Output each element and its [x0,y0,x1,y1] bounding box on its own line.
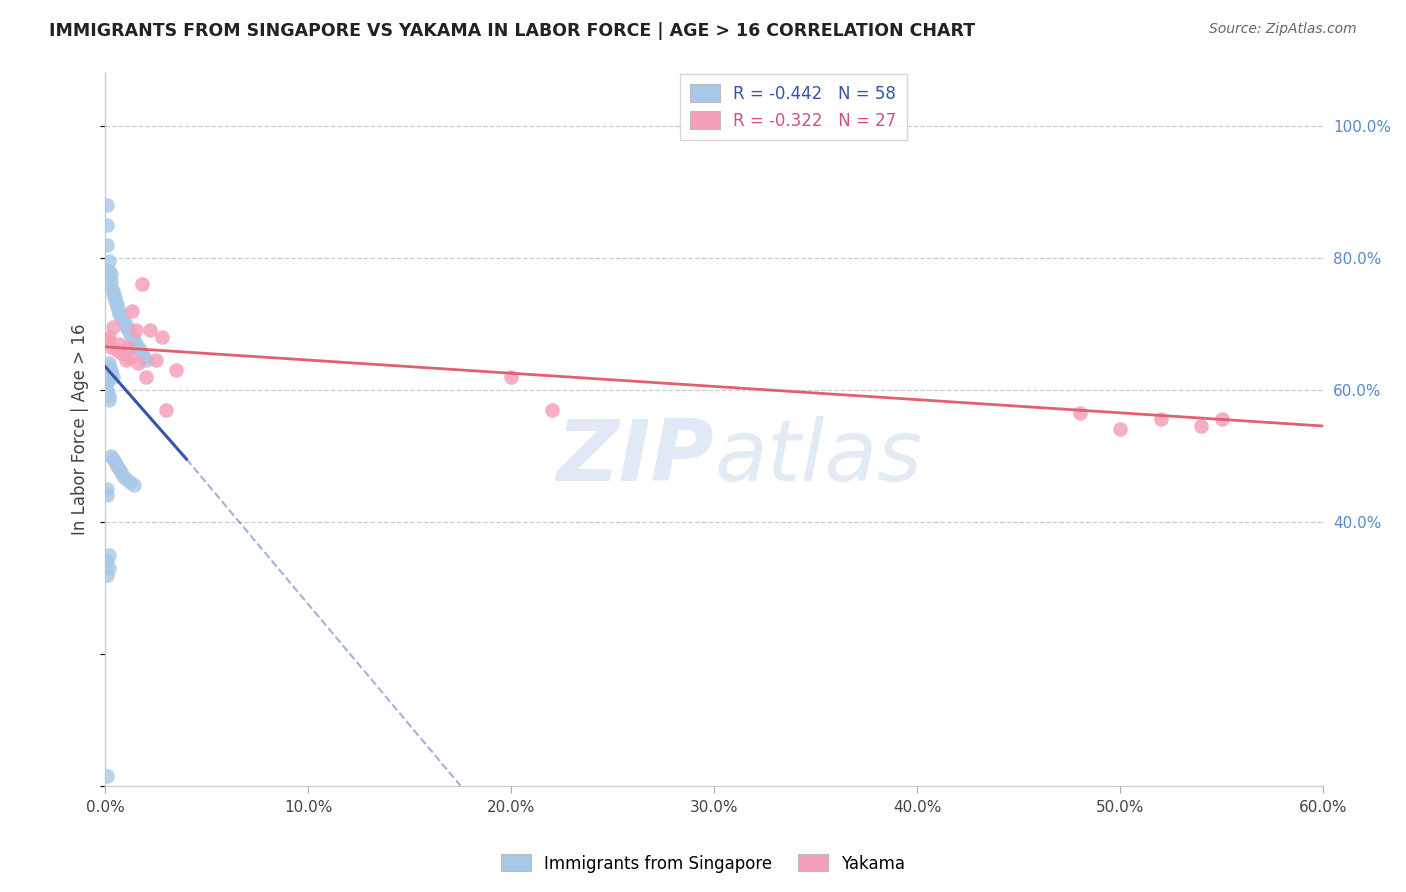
Point [96,333,118,347]
Point [96,567,118,582]
Point [98,264,121,278]
Point [132,350,155,364]
Point [127,340,149,354]
Point [104,455,127,469]
Point [103,287,125,301]
Point [100,363,122,377]
Point [127,356,149,370]
Text: IMMIGRANTS FROM SINGAPORE VS YAKAMA IN LABOR FORCE | AGE > 16 CORRELATION CHART: IMMIGRANTS FROM SINGAPORE VS YAKAMA IN L… [49,22,976,40]
Point [139,323,162,337]
Point [114,353,136,368]
Point [96,482,118,496]
Point [114,472,136,486]
Point [100,340,122,354]
Point [98,389,121,403]
Point [98,561,121,575]
Point [108,307,131,321]
Point [112,313,135,327]
Point [104,293,127,308]
Point [98,254,121,268]
Text: Source: ZipAtlas.com: Source: ZipAtlas.com [1209,22,1357,37]
Point [114,317,136,331]
Point [145,353,167,368]
Point [165,363,187,377]
Point [131,277,153,292]
Point [122,478,145,492]
Point [105,458,128,473]
Point [108,303,131,318]
Point [1109,422,1132,436]
Point [98,548,121,562]
Point [124,336,146,351]
Point [501,369,523,384]
Point [128,343,150,358]
Point [540,402,562,417]
Point [96,218,118,232]
Point [96,373,118,387]
Point [100,366,122,380]
Point [103,452,125,467]
Point [118,475,141,489]
Point [104,290,127,304]
Point [100,449,122,463]
Point [96,376,118,391]
Point [105,300,128,314]
Point [112,468,135,483]
Point [114,320,136,334]
Point [124,323,146,337]
Point [131,346,153,360]
Point [117,323,139,337]
Legend: R = -0.442   N = 58, R = -0.322   N = 27: R = -0.442 N = 58, R = -0.322 N = 27 [681,74,907,140]
Point [98,356,121,370]
Point [117,340,139,354]
Text: atlas: atlas [714,417,922,500]
Point [96,386,118,401]
Point [96,198,118,212]
Point [96,383,118,397]
Point [98,330,121,344]
Legend: Immigrants from Singapore, Yakama: Immigrants from Singapore, Yakama [495,847,911,880]
Point [135,369,157,384]
Point [103,369,125,384]
Point [1069,406,1091,420]
Point [105,343,128,358]
Point [108,336,131,351]
Point [110,346,132,360]
Point [98,359,121,374]
Point [150,330,173,344]
Point [100,274,122,288]
Point [96,488,118,502]
Point [98,392,121,407]
Point [118,350,141,364]
Point [121,303,143,318]
Point [1211,412,1233,426]
Point [96,554,118,568]
Text: ZIP: ZIP [557,417,714,500]
Point [108,462,131,476]
Point [110,310,132,325]
Y-axis label: In Labor Force | Age > 16: In Labor Force | Age > 16 [72,324,89,535]
Point [155,402,177,417]
Point [100,267,122,281]
Point [103,284,125,298]
Point [110,465,132,479]
Point [135,353,157,368]
Point [96,237,118,252]
Point [1150,412,1173,426]
Point [100,280,122,294]
Point [1191,419,1213,434]
Point [105,297,128,311]
Point [118,326,141,341]
Point [96,769,118,783]
Point [103,320,125,334]
Point [122,333,145,347]
Point [121,330,143,344]
